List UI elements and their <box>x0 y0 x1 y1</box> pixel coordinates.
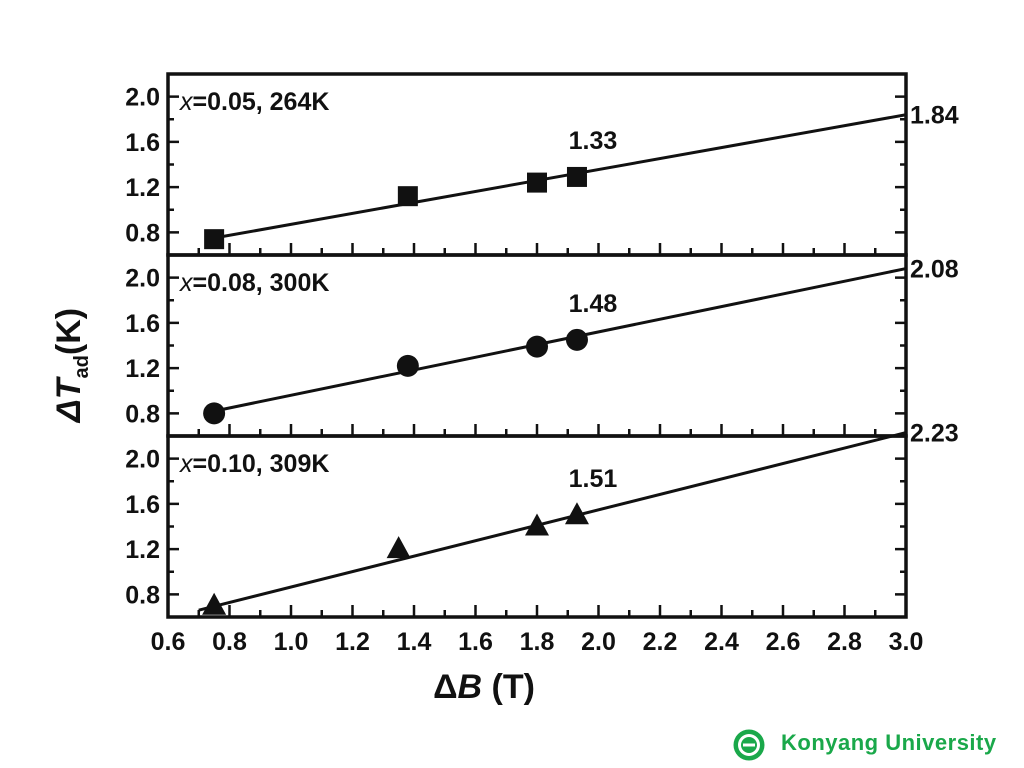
y-tick-label: 2.0 <box>125 446 160 474</box>
end-value-label: 2.08 <box>910 256 959 284</box>
panel-2: 0.8 1.2 1.6 2.0 x=0.08, 300K 1.48 2.08 <box>125 253 959 438</box>
y-tick-label: 1.6 <box>125 310 160 338</box>
panel-label-value: =0.10, 309K <box>193 450 330 478</box>
panel-label-value: =0.05, 264K <box>193 88 330 116</box>
panel-label-variable: x <box>179 269 194 297</box>
x-tick-label: 1.2 <box>335 628 370 656</box>
y-tick-label: 0.8 <box>125 581 160 609</box>
university-name: Konyang University <box>781 730 997 755</box>
x-tick-label: 1.0 <box>274 628 309 656</box>
annotation-value: 1.48 <box>569 290 618 318</box>
y-tick-label: 1.6 <box>125 491 160 519</box>
annotation-value: 1.51 <box>569 465 618 493</box>
x-tick-label: 3.0 <box>889 628 924 656</box>
y-tick-label: 1.2 <box>125 536 160 564</box>
data-point-circle <box>526 335 548 358</box>
y-tick-label: 2.0 <box>125 84 160 112</box>
x-tick-label: 2.6 <box>766 628 801 656</box>
x-tick-label: 0.6 <box>151 628 186 656</box>
y-tick-label: 1.6 <box>125 129 160 157</box>
x-tick-label: 1.4 <box>397 628 432 656</box>
x-axis-title: ΔB (T) <box>433 668 535 706</box>
panel-label-variable: x <box>179 88 194 116</box>
data-point-triangle <box>202 592 227 615</box>
y-axis-title: ΔTad(K) <box>50 308 93 424</box>
data-point-square <box>397 186 418 207</box>
y-tick-label: 2.0 <box>125 265 160 293</box>
panel-label: x=0.05, 264K <box>179 88 329 116</box>
fit-line <box>198 431 907 612</box>
data-point-square <box>527 172 547 193</box>
x-tick-label: 2.0 <box>581 628 616 656</box>
x-tick-label: 2.8 <box>827 628 862 656</box>
data-point-circle <box>203 402 226 425</box>
y-tick-label: 0.8 <box>125 219 160 247</box>
panel-3: 0.8 1.2 1.6 2.0 x=0.10, 309K 1.51 2.23 <box>125 420 959 619</box>
fit-line <box>213 267 907 413</box>
y-tick-label: 1.2 <box>125 355 160 383</box>
x-tick-label: 1.8 <box>520 628 555 656</box>
y-tick-label: 0.8 <box>125 400 160 428</box>
x-tick-label: 2.4 <box>704 628 739 656</box>
panel-label: x=0.10, 309K <box>179 450 329 478</box>
end-value-label: 2.23 <box>910 420 959 448</box>
x-tick-label: 0.8 <box>212 628 247 656</box>
annotation-value: 1.33 <box>569 127 618 155</box>
stacked-scatter-chart: 0.81.21.62.0 x=0.05, 264K1.331.840.81.21.… <box>50 72 959 706</box>
x-tick-labels: 0.6 0.8 1.0 1.2 1.4 1.6 1.8 2.0 2.2 2.4 2.6 2.8 3.0 <box>151 628 924 656</box>
y-tick-label: 1.2 <box>125 174 160 202</box>
x-tick-label: 2.2 <box>643 628 678 656</box>
university-seal-icon <box>733 729 765 761</box>
data-point-circle <box>396 354 419 377</box>
panel-label: x=0.08, 300K <box>179 269 329 297</box>
panel-label-value: =0.08, 300K <box>193 269 330 297</box>
data-point-square <box>204 229 225 250</box>
data-point-triangle <box>386 536 411 559</box>
data-point-triangle <box>525 513 549 536</box>
panels-layer: 0.81.21.62.0 x=0.05, 264K1.331.840.81.21.… <box>125 72 959 619</box>
panel-1: 0.8 1.2 1.6 2.0 x=0.05, 264K 1.33 1.84 <box>125 72 959 257</box>
panel-label-variable: x <box>179 450 194 478</box>
data-point-triangle <box>564 502 589 525</box>
x-tick-label: 1.6 <box>458 628 493 656</box>
end-value-label: 1.84 <box>910 102 959 130</box>
fit-line <box>213 113 907 240</box>
data-point-circle <box>565 328 588 351</box>
data-point-square <box>566 166 587 187</box>
